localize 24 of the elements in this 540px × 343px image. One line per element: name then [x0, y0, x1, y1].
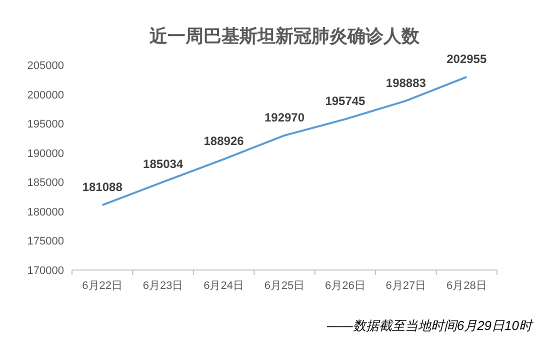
y-tick-label: 190000	[27, 148, 64, 160]
x-tick-label: 6月28日	[446, 280, 487, 292]
y-tick-label: 195000	[27, 118, 64, 131]
x-tick-label: 6月22日	[82, 280, 123, 292]
y-tick-label: 170000	[27, 265, 64, 277]
data-label: 188926	[204, 134, 244, 148]
data-label: 192970	[264, 110, 305, 124]
data-label: 181088	[82, 180, 123, 194]
data-label: 185034	[143, 156, 184, 171]
y-tick-label: 205000	[27, 60, 64, 72]
x-tick-label: 6月25日	[264, 280, 305, 292]
data-label: 198883	[386, 76, 426, 90]
y-tick-label: 200000	[27, 89, 64, 102]
x-tick-label: 6月26日	[325, 280, 366, 292]
x-tick-label: 6月24日	[204, 280, 244, 292]
text: ——数据截至当地时间6月29日10时	[326, 318, 534, 333]
x-tick-label: 6月23日	[142, 280, 184, 292]
data-label: 202955	[446, 52, 487, 66]
data-label: 195745	[325, 94, 366, 108]
x-tick-label: 6月27日	[386, 280, 426, 292]
y-tick-label: 180000	[27, 206, 64, 218]
y-tick-label: 175000	[27, 236, 64, 248]
y-tick-label: 185000	[27, 177, 64, 190]
chart-title: 近一周巴基斯坦新冠肺炎确诊人数	[148, 26, 420, 46]
